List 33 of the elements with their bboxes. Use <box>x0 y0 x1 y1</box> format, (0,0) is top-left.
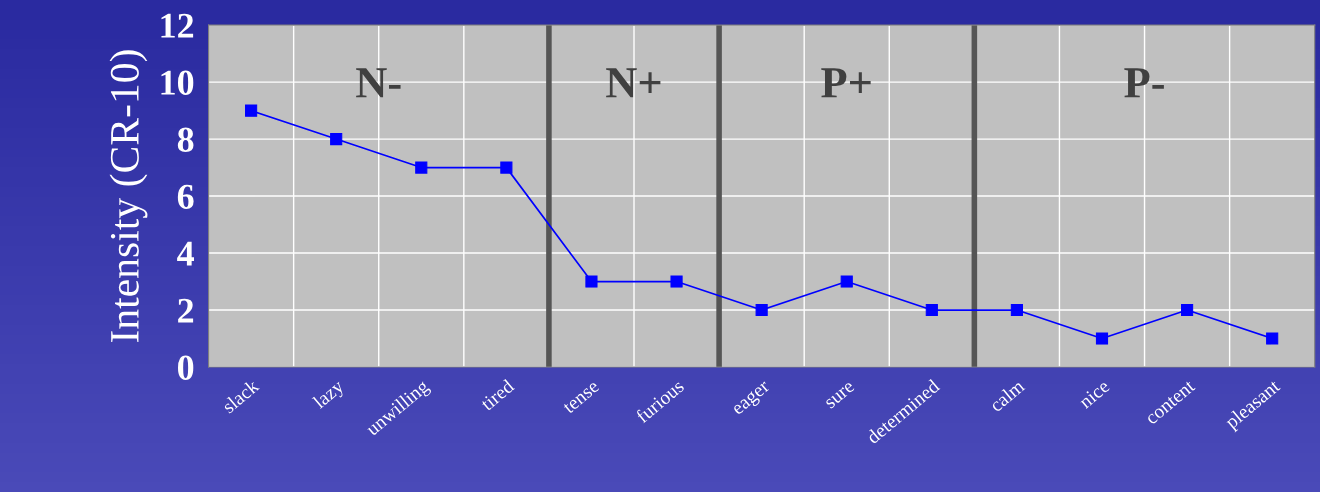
y-tick-label: 4 <box>177 241 194 266</box>
x-tick-label: sure <box>825 381 856 409</box>
x-tick-label: lazy <box>311 378 348 413</box>
y-axis-title: Intensity (CR-10) <box>109 50 148 343</box>
point <box>925 303 938 317</box>
point <box>670 275 683 288</box>
x-tick-label: calm <box>988 378 1026 413</box>
point <box>245 104 258 117</box>
annotation: P- <box>1124 68 1164 98</box>
x-tick-label: tired <box>479 378 515 412</box>
point <box>585 275 598 288</box>
point <box>330 133 343 146</box>
x-tick-label: eager <box>732 380 773 419</box>
x-tick-label: tense <box>562 380 600 415</box>
y-tick-label: 6 <box>177 184 194 209</box>
point <box>1266 332 1279 345</box>
point <box>1010 303 1023 317</box>
annotation: N+ <box>606 68 661 98</box>
y-tick-label: 10 <box>161 70 194 95</box>
point <box>755 303 768 317</box>
y-tick-label: 0 <box>177 355 194 380</box>
annotation: N- <box>356 68 401 98</box>
point <box>1181 303 1194 317</box>
point <box>840 275 853 288</box>
x-tick-label: slack <box>221 378 260 414</box>
x-tick-label: nice <box>1077 379 1111 410</box>
point <box>415 161 428 174</box>
y-tick-label: 8 <box>177 127 194 152</box>
point <box>1095 332 1109 345</box>
y-tick-label: 12 <box>161 13 194 38</box>
y-tick-label: 2 <box>178 298 194 323</box>
annotation: P+ <box>821 68 871 98</box>
point <box>500 161 513 174</box>
